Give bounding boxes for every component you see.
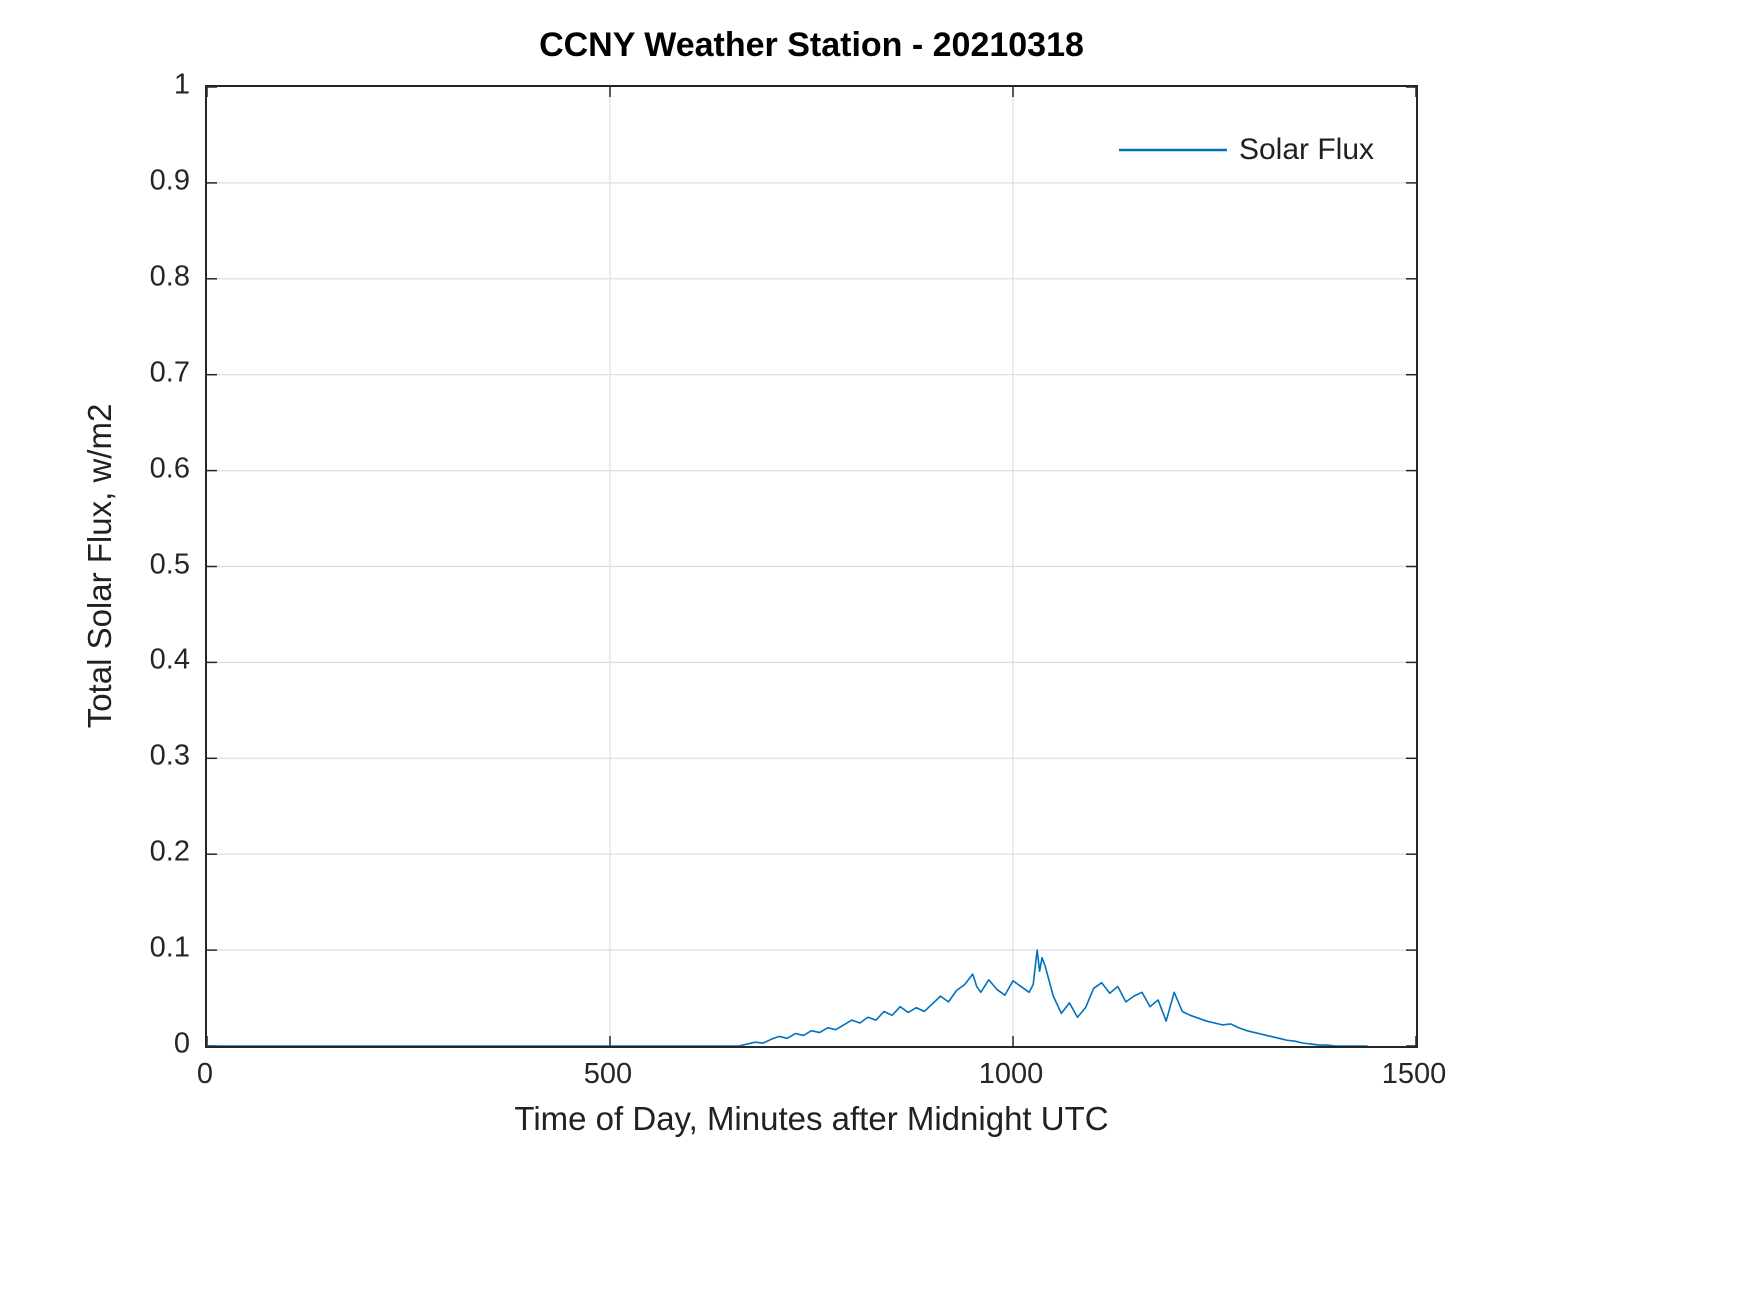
chart-title: CCNY Weather Station - 20210318 [539,26,1084,64]
x-tick-label: 1000 [978,1058,1044,1090]
legend-label: Solar Flux [1238,133,1374,166]
y-tick-label: 0.2 [149,835,190,868]
legend[interactable]: Solar Flux [1112,129,1380,171]
plot-canvas [207,87,1416,1046]
legend-line-sample [1118,148,1227,152]
y-tick-label: 0 [173,1027,190,1060]
y-tick-label: 0.1 [149,931,190,964]
x-tick-label: 1500 [1381,1058,1447,1090]
y-tick-label: 0.7 [149,356,190,389]
y-tick-label: 0.3 [149,739,190,772]
plot-area: Solar Flux [205,85,1418,1048]
x-axis-label: Time of Day, Minutes after Midnight UTC [514,1100,1109,1137]
y-tick-label: 1 [173,68,190,101]
y-tick-label: 0.5 [149,548,190,580]
solar-flux-line [207,949,1368,1046]
x-tick-label: 500 [583,1058,633,1090]
x-tick-label: 0 [196,1058,214,1090]
y-tick-label: 0.6 [149,452,190,485]
y-tick-label: 0.4 [149,643,190,676]
y-tick-label: 0.8 [149,260,190,293]
y-tick-label: 0.9 [149,164,190,197]
